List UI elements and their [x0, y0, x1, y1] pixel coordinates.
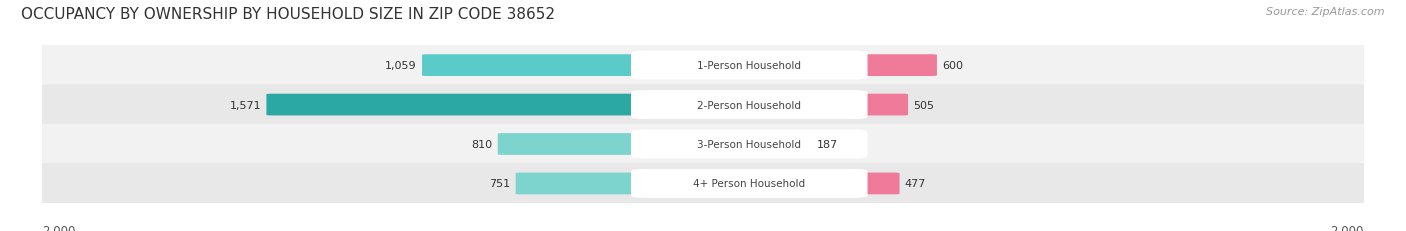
FancyBboxPatch shape	[38, 164, 1368, 204]
FancyBboxPatch shape	[266, 94, 755, 116]
Text: 2,000: 2,000	[1330, 224, 1364, 231]
FancyBboxPatch shape	[631, 51, 868, 80]
FancyBboxPatch shape	[631, 91, 868, 120]
Text: 810: 810	[471, 139, 492, 149]
Text: 187: 187	[817, 139, 838, 149]
FancyBboxPatch shape	[744, 55, 936, 77]
FancyBboxPatch shape	[631, 130, 868, 159]
FancyBboxPatch shape	[744, 173, 900, 195]
Text: 600: 600	[942, 61, 963, 71]
FancyBboxPatch shape	[38, 85, 1368, 125]
FancyBboxPatch shape	[498, 134, 755, 155]
Text: 2,000: 2,000	[42, 224, 76, 231]
Text: 1,571: 1,571	[229, 100, 262, 110]
Text: 1-Person Household: 1-Person Household	[697, 61, 801, 71]
FancyBboxPatch shape	[744, 134, 811, 155]
FancyBboxPatch shape	[422, 55, 755, 77]
Text: 3-Person Household: 3-Person Household	[697, 139, 801, 149]
Text: 477: 477	[905, 179, 927, 189]
FancyBboxPatch shape	[38, 124, 1368, 164]
FancyBboxPatch shape	[516, 173, 755, 195]
Text: 4+ Person Household: 4+ Person Household	[693, 179, 806, 189]
Text: 2-Person Household: 2-Person Household	[697, 100, 801, 110]
Text: 751: 751	[489, 179, 510, 189]
Text: Source: ZipAtlas.com: Source: ZipAtlas.com	[1267, 7, 1385, 17]
FancyBboxPatch shape	[631, 169, 868, 198]
Text: OCCUPANCY BY OWNERSHIP BY HOUSEHOLD SIZE IN ZIP CODE 38652: OCCUPANCY BY OWNERSHIP BY HOUSEHOLD SIZE…	[21, 7, 555, 22]
Text: 1,059: 1,059	[385, 61, 416, 71]
Text: 505: 505	[914, 100, 935, 110]
FancyBboxPatch shape	[744, 94, 908, 116]
FancyBboxPatch shape	[38, 46, 1368, 86]
